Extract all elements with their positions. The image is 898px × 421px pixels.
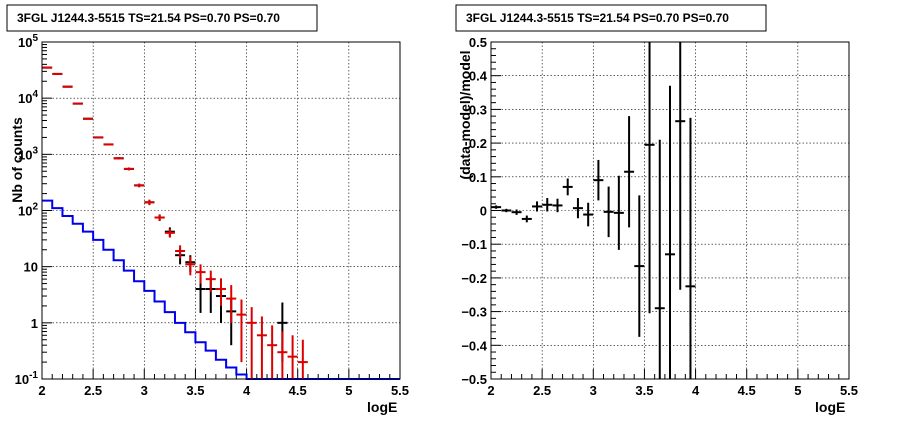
left-y-tick-label: 104 (18, 89, 38, 106)
left-x-tick-label: 3.5 (186, 383, 204, 398)
right-y-tick-label: −0.4 (461, 338, 487, 353)
left-series2-data-point (185, 256, 196, 276)
left-y-axis-title: Nb of counts (9, 117, 25, 203)
left-series2-data-point (83, 117, 94, 120)
right-series0-data-point (491, 205, 502, 209)
left-chart-title: 3FGL J1244.3-5515 TS=21.54 PS=0.70 PS=0.… (17, 11, 280, 25)
left-x-tick-label: 5 (345, 383, 352, 398)
right-series0-data-point (532, 201, 543, 212)
right-plot-area: 2 2.5 3 3.5 4 4.5 5 5.5 −0.5 −0.4 −0.3 −0.2 −0.1 0 0.1… (461, 35, 858, 398)
right-series0-data-point (521, 215, 532, 223)
right-chart-title: 3FGL J1244.3-5515 TS=21.54 PS=0.70 PS=0.… (466, 11, 729, 25)
left-series2-data-point (164, 228, 175, 238)
right-series0-data-point (624, 116, 635, 228)
left-y-tick-label: 10 (24, 260, 38, 275)
right-x-tick-label: 5.5 (840, 383, 858, 398)
right-series0-data-point (603, 186, 614, 238)
left-series2-data-point (267, 325, 278, 379)
right-x-tick-label: 2.5 (533, 383, 551, 398)
right-series0-data-point (644, 42, 655, 314)
left-series2-data-point (62, 85, 73, 88)
left-series2-data-point (144, 199, 155, 206)
right-series0-data-point (634, 195, 645, 337)
right-x-tick-label: 4.5 (738, 383, 756, 398)
right-y-tick-label: 0.2 (469, 136, 487, 151)
left-series2-data-point (205, 270, 216, 293)
right-series0-data-point (675, 42, 686, 290)
right-x-tick-label: 3 (590, 383, 597, 398)
left-title-box: 3FGL J1244.3-5515 TS=21.54 PS=0.70 PS=0.… (6, 4, 318, 32)
left-series2-data-point (216, 278, 226, 306)
left-series2-data-point (236, 299, 247, 363)
right-y-tick-label: 0.3 (469, 102, 487, 117)
left-series2-data-point (287, 335, 298, 379)
left-series2-data-point (226, 285, 237, 323)
right-series0-data-point (583, 202, 594, 227)
right-series0-data-point (593, 159, 604, 201)
left-x-tick-label: 4.5 (289, 383, 307, 398)
left-series2-data-point (154, 214, 165, 222)
right-y-tick-label: 0.1 (469, 170, 487, 185)
left-series2-data-point (42, 66, 53, 69)
right-x-tick-label: 2 (487, 383, 494, 398)
left-y-tick-label: 10-1 (15, 370, 39, 387)
right-y-axis-title: (data-model)/model (457, 50, 473, 179)
left-series2-data-point (93, 136, 104, 139)
left-x-tick-label: 4 (243, 383, 251, 398)
left-series2-data-point (72, 102, 83, 105)
left-x-tick-label: 3 (141, 383, 148, 398)
right-y-tick-label: −0.2 (461, 271, 487, 286)
left-series2-data-point (113, 157, 124, 160)
left-plot-frame (41, 41, 401, 380)
right-series0-data-point (654, 139, 665, 379)
left-series2-data-point (52, 72, 63, 75)
left-x-axis-title: logE (367, 399, 397, 415)
left-x-tick-label: 2.5 (84, 383, 102, 398)
left-series2-data-point (256, 316, 267, 379)
left-y-tick-label: 1 (31, 316, 38, 331)
right-series0-data-point (572, 198, 583, 219)
right-series0-data-point (685, 117, 696, 379)
right-series0-data-point (613, 175, 624, 250)
right-series0-data-point (511, 209, 522, 215)
left-x-tick-label: 5.5 (391, 383, 409, 398)
right-series0-data-point (501, 208, 512, 213)
left-y-tick-label: 105 (18, 33, 38, 50)
left-series2-data-point (195, 264, 206, 284)
right-y-tick-label: 0.4 (469, 69, 488, 84)
right-series0-data-point (665, 85, 675, 379)
left-series2-data-point (277, 331, 288, 379)
right-y-tick-label: −0.5 (461, 372, 487, 387)
left-series2-data-point (134, 183, 145, 188)
right-x-tick-label: 4 (692, 383, 700, 398)
right-y-tick-label: 0 (480, 204, 487, 219)
right-x-axis-title: logE (815, 399, 845, 415)
right-x-tick-label: 3.5 (635, 383, 653, 398)
left-y-tick-label: 102 (18, 202, 38, 219)
right-series0-data-point (552, 198, 563, 213)
right-title-box: 3FGL J1244.3-5515 TS=21.54 PS=0.70 PS=0.… (455, 4, 767, 32)
left-series2-data-point (175, 245, 186, 259)
left-series2-data-point (297, 339, 308, 379)
left-series2-data-point (123, 167, 134, 171)
right-y-tick-label: −0.1 (461, 237, 487, 252)
right-plot-frame (490, 41, 850, 380)
right-y-tick-label: −0.3 (461, 305, 487, 320)
left-series2-data-point (246, 307, 257, 379)
left-x-tick-label: 2 (38, 383, 45, 398)
right-y-tick-label: 0.5 (469, 35, 487, 50)
right-series0-data-point (562, 178, 573, 196)
left-series2-data-point (103, 143, 114, 146)
right-x-tick-label: 5 (794, 383, 801, 398)
right-series0-data-point (542, 198, 553, 212)
